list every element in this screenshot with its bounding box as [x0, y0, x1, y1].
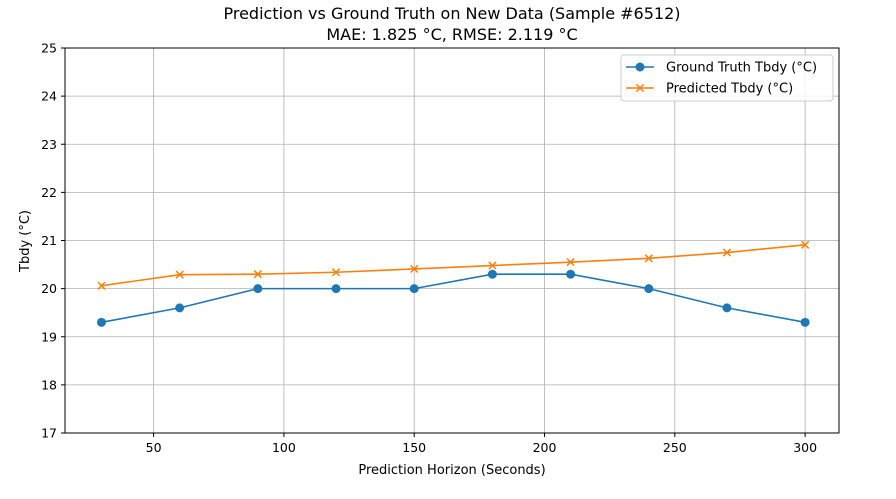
data-point: [97, 281, 106, 290]
data-point: [722, 248, 732, 257]
data-point: [331, 284, 341, 294]
series-ground-truth: [96, 269, 810, 327]
data-point: [175, 303, 185, 313]
data-point: [253, 284, 263, 294]
legend: Ground Truth Tbdy (°C) Predicted Tbdy (°C…: [620, 54, 834, 102]
data-point: [487, 269, 497, 279]
data-point: [722, 303, 732, 313]
y-tick-label: 19: [41, 329, 57, 344]
legend-marker: [635, 62, 645, 72]
data-point: [410, 264, 419, 274]
data-point: [566, 258, 575, 267]
data-point: [488, 261, 497, 270]
data-point: [644, 254, 653, 263]
grid: [65, 47, 839, 434]
data-point: [644, 284, 654, 294]
legend-marker: [635, 83, 645, 93]
x-tick-label: 200: [533, 440, 557, 455]
chart-title: Prediction vs Ground Truth on New Data (…: [223, 4, 680, 23]
data-point: [96, 317, 106, 327]
legend-entry: Predicted Tbdy (°C): [626, 82, 793, 97]
y-tick-label: 18: [41, 377, 57, 392]
y-tick-label: 23: [41, 137, 57, 152]
y-tick-label: 20: [41, 281, 57, 296]
legend-label: Ground Truth Tbdy (°C): [666, 61, 817, 76]
x-tick-label: 300: [793, 440, 817, 455]
data-point: [253, 270, 262, 279]
data-point: [566, 269, 576, 279]
legend-label: Predicted Tbdy (°C): [666, 82, 793, 97]
data-point: [800, 240, 810, 249]
y-tick-label: 24: [41, 89, 57, 104]
x-axis-label: Prediction Horizon (Seconds): [358, 463, 545, 478]
x-tick-label: 50: [146, 440, 162, 455]
data-point: [331, 268, 341, 277]
x-tick-label: 250: [663, 440, 687, 455]
y-tick-label: 17: [41, 426, 57, 441]
x-tick-label: 150: [402, 440, 426, 455]
y-tick-label: 22: [41, 185, 57, 200]
y-axis-label: Tbdy (°C): [18, 210, 33, 273]
series-layer: [96, 240, 810, 327]
x-tick-label: 100: [272, 440, 296, 455]
series-line: [101, 273, 806, 324]
series-predicted: [97, 240, 810, 290]
series-line: [101, 244, 806, 287]
data-point: [800, 317, 810, 327]
data-point: [409, 284, 419, 294]
y-tick-label: 25: [41, 41, 57, 56]
y-tick-label: 21: [41, 233, 57, 248]
ticks: 50 100 150 200 250 300 17 18 19 20 21 22 23 24 25: [41, 41, 817, 456]
chart-subtitle: MAE: 1.825 °C, RMSE: 2.119 °C: [326, 25, 577, 44]
legend-entry: Ground Truth Tbdy (°C): [626, 61, 817, 76]
legend-box: [620, 54, 834, 102]
data-point: [175, 270, 184, 279]
